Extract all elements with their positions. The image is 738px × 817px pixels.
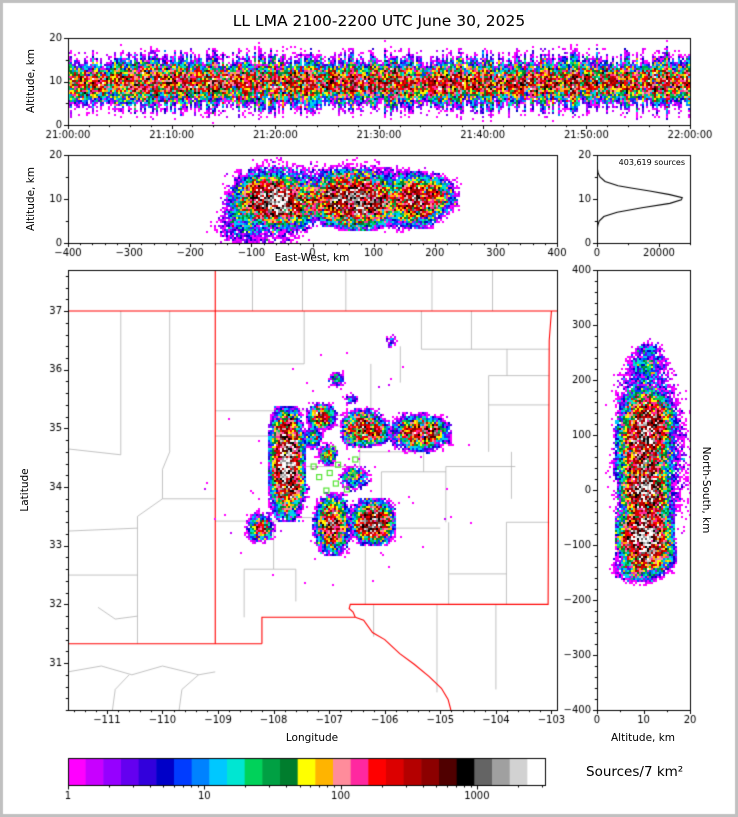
- figure-title: LL LMA 2100-2200 UTC June 30, 2025: [232, 12, 526, 30]
- map-y-axis-label: Latitude: [19, 468, 31, 512]
- map-x-axis-label: Longitude: [285, 732, 339, 744]
- ns-panel-x-axis-label: Altitude, km: [610, 732, 676, 744]
- ew-panel-y-axis-label: Altitude, km: [25, 166, 37, 232]
- time-panel-y-axis-label: Altitude, km: [25, 48, 37, 114]
- ew-panel-x-axis-label: East-West, km: [274, 252, 350, 264]
- colorbar-label: Sources/7 km²: [586, 764, 684, 780]
- ns-panel-y-axis-label: North-South, km: [700, 446, 712, 534]
- source-count-annotation: 403,619 sources: [618, 158, 685, 167]
